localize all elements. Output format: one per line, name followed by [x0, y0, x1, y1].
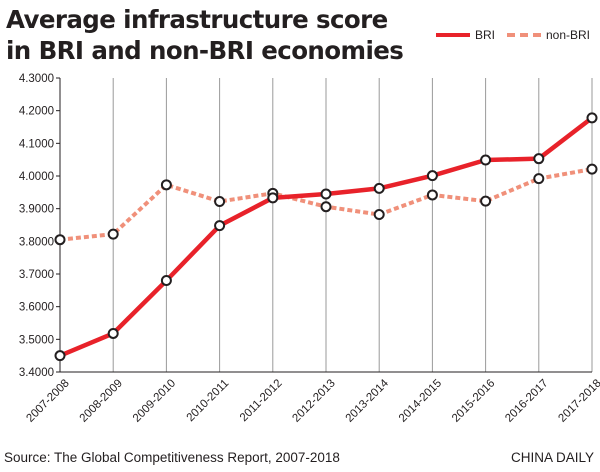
y-tick-label-6: 3.7000 — [19, 269, 54, 281]
point-bri-1 — [107, 327, 119, 339]
y-tick-label-3: 4.0000 — [19, 171, 54, 183]
y-tick-label-9: 3.4000 — [19, 367, 54, 379]
x-tick-label-1: 2008-2009 — [78, 377, 125, 424]
x-tick-label-8: 2015-2016 — [450, 377, 497, 424]
point-non-bri-0 — [54, 234, 66, 246]
x-tick-label-0: 2007-2008 — [24, 377, 71, 424]
point-non-bri-6 — [373, 209, 385, 221]
point-bri-3 — [214, 220, 226, 232]
point-bri-8 — [480, 154, 492, 166]
legend-label-bri: BRI — [474, 28, 495, 42]
y-tick-label-0: 4.3000 — [19, 73, 54, 85]
legend-item-non-bri: non-BRI — [506, 28, 590, 42]
point-non-bri-5 — [320, 201, 332, 213]
point-bri-4 — [267, 192, 279, 204]
brand-label: CHINA DAILY — [510, 450, 594, 465]
x-tick-label-4: 2011-2012 — [238, 377, 285, 424]
y-tick-label-2: 4.1000 — [19, 138, 54, 150]
legend-swatch-bri — [435, 33, 470, 37]
x-tick-label-3: 2010-2011 — [185, 377, 232, 424]
x-tick-label-6: 2013-2014 — [344, 377, 392, 425]
point-bri-5 — [320, 188, 332, 200]
x-tick-label-5: 2012-2013 — [290, 377, 337, 424]
point-non-bri-1 — [107, 228, 119, 240]
source-note: Source: The Global Competitiveness Repor… — [4, 450, 340, 465]
x-tick-label-10: 2017-2018 — [556, 377, 600, 424]
point-bri-9 — [533, 153, 545, 165]
y-tick-label-4: 3.9000 — [19, 204, 54, 216]
y-tick-label-8: 3.5000 — [19, 334, 54, 346]
legend: BRI non-BRI — [424, 28, 590, 42]
point-bri-7 — [426, 170, 438, 182]
point-non-bri-8 — [480, 195, 492, 207]
legend-item-bri: BRI — [435, 28, 495, 42]
x-tick-label-9: 2016-2017 — [503, 377, 550, 424]
point-bri-0 — [54, 350, 66, 362]
point-non-bri-9 — [533, 173, 545, 185]
point-non-bri-3 — [214, 195, 226, 207]
legend-label-non-bri: non-BRI — [545, 28, 590, 42]
x-tick-label-2: 2009-2010 — [131, 377, 178, 424]
legend-swatch-non-bri — [506, 33, 541, 37]
chart-title: Average infrastructure score in BRI and … — [6, 5, 404, 65]
y-tick-label-7: 3.6000 — [19, 302, 54, 314]
x-tick-label-7: 2014-2015 — [397, 377, 444, 424]
point-bri-6 — [373, 182, 385, 194]
point-non-bri-10 — [586, 163, 598, 175]
y-tick-label-1: 4.2000 — [19, 106, 54, 118]
point-non-bri-2 — [160, 179, 172, 191]
point-bri-2 — [160, 275, 172, 287]
point-bri-10 — [586, 112, 598, 124]
point-non-bri-7 — [426, 189, 438, 201]
y-tick-label-5: 3.8000 — [19, 236, 54, 248]
